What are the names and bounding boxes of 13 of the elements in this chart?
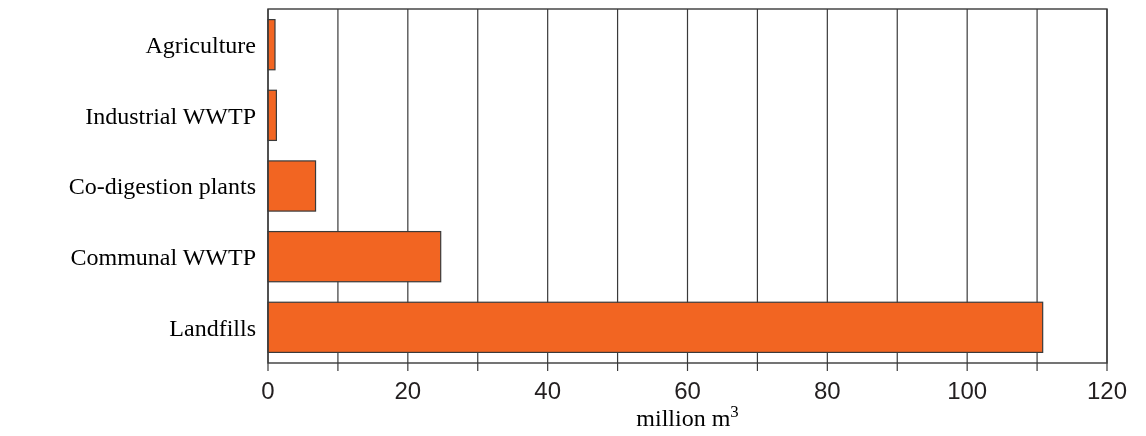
x-tick-label: 40 (534, 377, 562, 404)
y-tick-label: Landfills (169, 314, 256, 341)
x-tick-label: 120 (1086, 377, 1128, 404)
y-tick-label: Agriculture (145, 32, 256, 59)
x-axis-title: million m$^{3}$ (636, 401, 739, 431)
x-tick-label: 0 (261, 377, 275, 404)
y-tick-label: Industrial WWTP (85, 102, 256, 129)
x-tick-label: 80 (813, 377, 841, 404)
y-tick-label: Communal WWTP (70, 244, 256, 271)
y-tick-label: Co-digestion plants (68, 173, 256, 200)
x-tick-label: 100 (947, 377, 988, 404)
x-tick-label: 20 (394, 377, 422, 404)
x-tick-label: 60 (674, 377, 701, 404)
